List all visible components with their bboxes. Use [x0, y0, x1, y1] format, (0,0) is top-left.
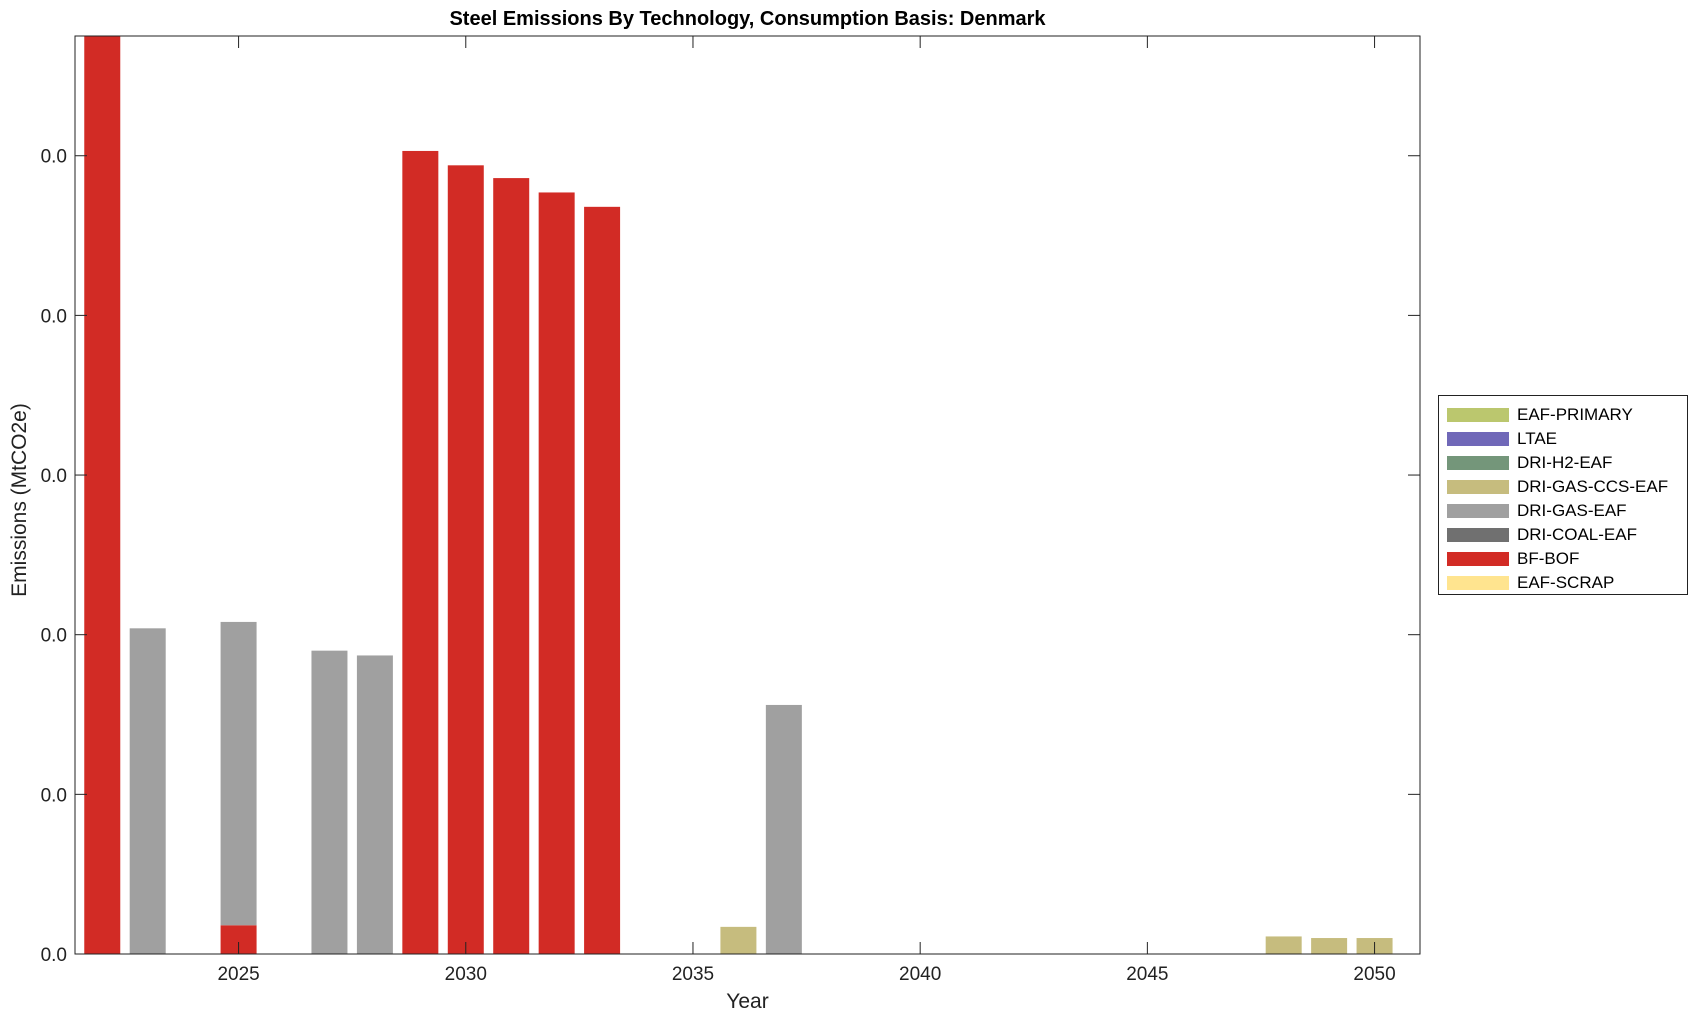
legend-swatch [1447, 504, 1509, 518]
bar-bf-bof-2029 [402, 150, 439, 954]
y-tick-label: 0.0 [41, 626, 67, 647]
legend-item-eaf-primary: EAF-PRIMARY [1439, 403, 1687, 427]
bar-dri-gas-eaf-2025 [220, 621, 257, 926]
y-tick-label: 0.0 [41, 306, 67, 327]
legend-swatch [1447, 576, 1509, 590]
bar-bf-bof-2031 [493, 178, 530, 954]
bar-dri-gas-ccs-eaf-2048 [1265, 936, 1302, 954]
bar-dri-gas-ccs-eaf-2036 [720, 926, 757, 954]
bar-bf-bof-2030 [447, 165, 484, 954]
bar-dri-gas-eaf-2028 [356, 655, 393, 954]
legend-swatch [1447, 456, 1509, 470]
legend-swatch [1447, 528, 1509, 542]
x-tick-label: 2030 [445, 964, 487, 985]
bar-dri-gas-eaf-2027 [311, 650, 348, 954]
legend-label: DRI-COAL-EAF [1517, 525, 1637, 544]
y-axis-label: Emissions (MtCO2e) [8, 403, 31, 597]
legend-item-dri-gas-eaf: DRI-GAS-EAF [1439, 499, 1687, 523]
bar-bf-bof-2033 [584, 206, 621, 954]
legend-label: EAF-SCRAP [1517, 573, 1615, 592]
x-tick-label: 2050 [1353, 964, 1395, 985]
x-tick-label: 2040 [899, 964, 941, 985]
legend-label: LTAE [1517, 429, 1557, 448]
legend: EAF-PRIMARY LTAE DRI-H2-EAF DRI-GAS-CCS-EAF… [1438, 395, 1688, 595]
legend-swatch [1447, 552, 1509, 566]
legend-item-dri-h2-eaf: DRI-H2-EAF [1439, 451, 1687, 475]
legend-label: BF-BOF [1517, 549, 1580, 568]
legend-swatch [1447, 480, 1509, 494]
x-tick-label: 2045 [1126, 964, 1168, 985]
legend-item-bf-bof: BF-BOF [1439, 547, 1687, 571]
legend-item-dri-coal-eaf: DRI-COAL-EAF [1439, 523, 1687, 547]
legend-swatch [1447, 408, 1509, 422]
legend-item-eaf-scrap: EAF-SCRAP [1439, 571, 1687, 595]
x-tick-label: 2035 [672, 964, 714, 985]
legend-label: EAF-PRIMARY [1517, 405, 1633, 424]
x-tick-label: 2025 [217, 964, 259, 985]
y-tick-label: 0.0 [41, 785, 67, 806]
x-axis-label: Year [726, 990, 769, 1013]
legend-label: DRI-H2-EAF [1517, 453, 1613, 472]
bar-bf-bof-2022 [84, 36, 121, 954]
y-tick-label: 0.0 [41, 147, 67, 168]
legend-item-ltae: LTAE [1439, 427, 1687, 451]
y-tick-label: 0.0 [41, 945, 67, 966]
y-tick-label: 0.0 [41, 466, 67, 487]
bar-bf-bof-2032 [538, 192, 575, 954]
bar-dri-gas-eaf-2023 [129, 628, 166, 954]
legend-swatch [1447, 432, 1509, 446]
bar-dri-gas-eaf-2037 [765, 704, 802, 954]
legend-label: DRI-GAS-CCS-EAF [1517, 477, 1669, 496]
bar-dri-gas-ccs-eaf-2049 [1311, 938, 1348, 954]
legend-label: DRI-GAS-EAF [1517, 501, 1627, 520]
legend-item-dri-gas-ccs-eaf: DRI-GAS-CCS-EAF [1439, 475, 1687, 499]
chart-title: Steel Emissions By Technology, Consumpti… [449, 8, 1046, 30]
bars-group [84, 36, 1393, 954]
axes-box [74, 35, 1421, 955]
